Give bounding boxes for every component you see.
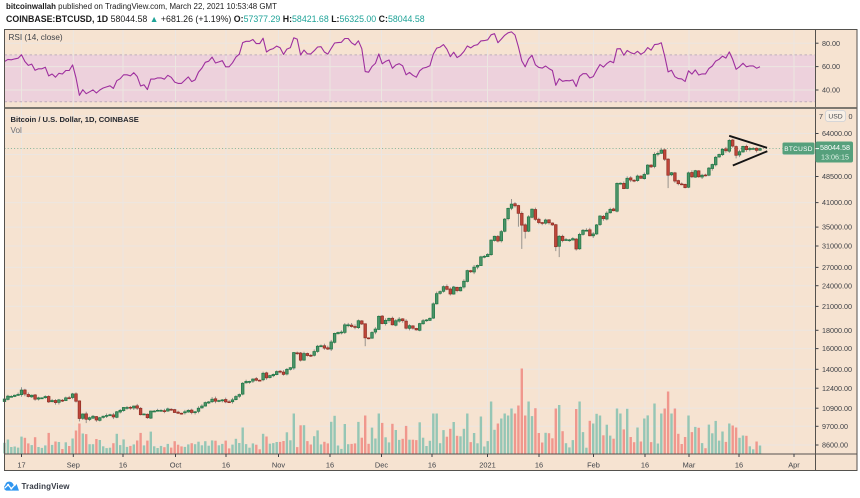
svg-text:Nov: Nov	[272, 461, 285, 470]
svg-text:16: 16	[428, 461, 436, 470]
svg-text:10900.00: 10900.00	[822, 404, 852, 413]
svg-text:Dec: Dec	[375, 461, 388, 470]
svg-text:Oct: Oct	[170, 461, 182, 470]
svg-text:Mar: Mar	[683, 461, 696, 470]
svg-text:27000.00: 27000.00	[822, 263, 852, 272]
svg-text:RSI (14, close): RSI (14, close)	[9, 33, 63, 42]
svg-text:16000.00: 16000.00	[822, 344, 852, 353]
svg-text:Sep: Sep	[67, 461, 80, 470]
svg-text:48500.00: 48500.00	[822, 172, 852, 181]
svg-text:24000.00: 24000.00	[822, 281, 852, 290]
svg-text:35000.00: 35000.00	[822, 223, 852, 232]
svg-text:9700.00: 9700.00	[822, 422, 848, 431]
svg-text:40.00: 40.00	[822, 86, 840, 95]
svg-text:14000.00: 14000.00	[822, 365, 852, 374]
svg-text:16: 16	[222, 461, 230, 470]
svg-text:0: 0	[849, 112, 853, 121]
svg-text:21000.00: 21000.00	[822, 302, 852, 311]
svg-text:Feb: Feb	[587, 461, 600, 470]
svg-text:31000.00: 31000.00	[822, 242, 852, 251]
svg-text:16: 16	[119, 461, 127, 470]
svg-text:16: 16	[326, 461, 334, 470]
svg-text:2021: 2021	[479, 461, 495, 470]
svg-text:7: 7	[819, 112, 823, 121]
svg-text:13:06:15: 13:06:15	[821, 153, 849, 162]
svg-text:18000.00: 18000.00	[822, 326, 852, 335]
svg-text:58044.58: 58044.58	[820, 143, 850, 152]
svg-text:BTCUSD: BTCUSD	[784, 146, 813, 153]
svg-text:64000.00: 64000.00	[822, 129, 852, 138]
svg-text:60.00: 60.00	[822, 62, 840, 71]
svg-text:8600.00: 8600.00	[822, 441, 848, 450]
svg-text:16: 16	[535, 461, 543, 470]
svg-text:16: 16	[641, 461, 649, 470]
svg-text:80.00: 80.00	[822, 39, 840, 48]
svg-text:41000.00: 41000.00	[822, 198, 852, 207]
svg-text:16: 16	[735, 461, 743, 470]
svg-text:Apr: Apr	[788, 461, 800, 470]
svg-text:17: 17	[17, 461, 25, 470]
svg-text:USD: USD	[828, 114, 842, 121]
svg-text:Bitcoin / U.S. Dollar, 1D, COI: Bitcoin / U.S. Dollar, 1D, COINBASE	[11, 115, 139, 124]
svg-text:Vol: Vol	[11, 126, 23, 135]
svg-text:12400.00: 12400.00	[822, 384, 852, 393]
